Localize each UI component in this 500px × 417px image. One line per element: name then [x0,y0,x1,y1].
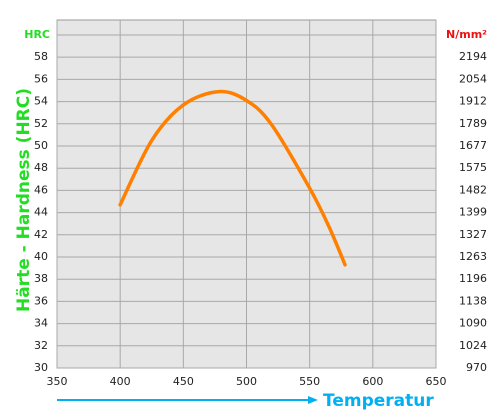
y2-tick-label: 1327 [459,228,487,241]
y2-tick-label: 1090 [459,317,487,330]
y2-tick-label: 1196 [459,272,487,285]
y-axis-title: Härte - Hardness (HRC) [14,88,34,312]
y2-tick-label: N/mm² [446,28,487,41]
y2-tick-label: 1024 [459,339,487,352]
x-tick-label: 350 [47,375,68,388]
arrow-head [308,396,318,404]
line-series [118,89,347,267]
y-tick-label: 56 [34,72,48,85]
y2-tick-label: 1677 [459,139,487,152]
y2-tick-label: 970 [466,361,487,374]
x-tick-label: 650 [426,375,447,388]
y2-tick-label: 1263 [459,250,487,263]
x-tick-label: 600 [362,375,383,388]
y2-tick-label: 1482 [459,183,487,196]
y-tick-label: 52 [34,117,48,130]
x-axis-title: Temperatur [323,391,434,411]
x-tick-label: 500 [236,375,257,388]
y-tick-label: 34 [34,317,48,330]
y-tick-label: 40 [34,250,48,263]
y-tick-label: 32 [34,339,48,352]
x-tick-label: 550 [299,375,320,388]
y-tick-label: 42 [34,228,48,241]
y-tick-label: 46 [34,183,48,196]
x-tick-label: 400 [110,375,131,388]
y-tick-label: 48 [34,161,48,174]
y2-tick-label: 1138 [459,294,487,307]
x-tick-label: 450 [173,375,194,388]
y2-tick-label: 1789 [459,117,487,130]
y2-tick-label: 1575 [459,161,487,174]
y-tick-label: 44 [34,206,48,219]
y2-tick-label: 2194 [459,50,487,63]
y-tick-label: 36 [34,294,48,307]
y2-tick-label: 1912 [459,95,487,108]
y-tick-label: 54 [34,95,48,108]
y2-tick-label: 1399 [459,206,487,219]
y-tick-label: 38 [34,272,48,285]
y2-tick-label: 2054 [459,72,487,85]
y-tick-label: 58 [34,50,48,63]
y-tick-label: HRC [24,28,50,41]
y-tick-label: 30 [34,361,48,374]
y-tick-label: 50 [34,139,48,152]
